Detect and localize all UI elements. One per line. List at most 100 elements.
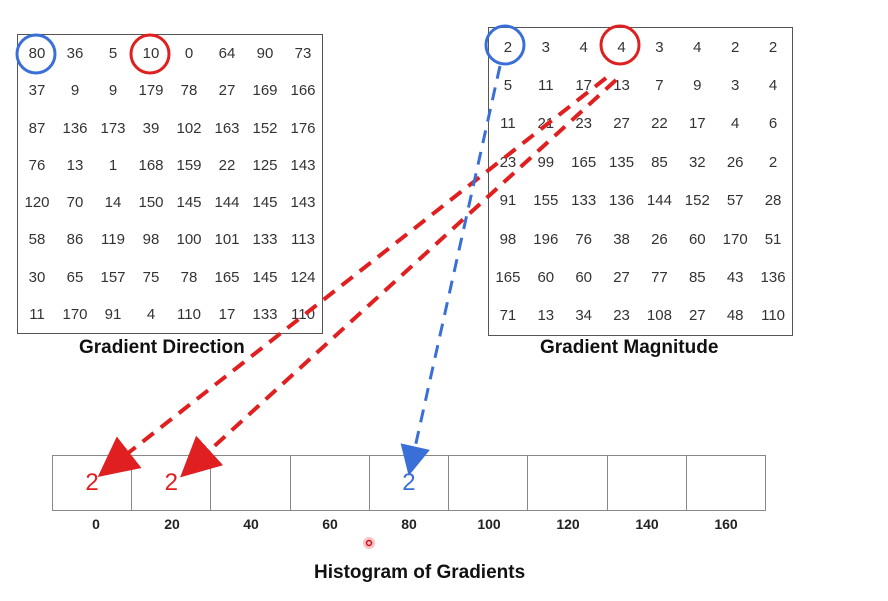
cursor-dot-core — [365, 539, 373, 547]
direction-cell: 58 — [28, 231, 46, 249]
histogram-bin — [608, 456, 687, 510]
direction-cell: 9 — [70, 82, 80, 100]
direction-cell: 86 — [66, 231, 84, 249]
direction-cell: 143 — [290, 194, 316, 212]
direction-cell: 9 — [108, 82, 118, 100]
direction-cell: 133 — [252, 231, 278, 249]
histogram-caption: Histogram of Gradients — [314, 562, 526, 583]
magnitude-cell: 4 — [617, 38, 626, 56]
direction-cell: 39 — [142, 119, 160, 137]
direction-cell: 166 — [290, 82, 316, 100]
direction-cell: 120 — [24, 194, 50, 212]
magnitude-cell: 13 — [537, 307, 555, 325]
direction-cell: 37 — [28, 82, 46, 100]
magnitude-cell: 108 — [646, 307, 672, 325]
histogram-bin: 2 — [132, 456, 212, 510]
magnitude-cell: 133 — [571, 192, 597, 210]
direction-cell: 119 — [101, 231, 125, 249]
histogram-tick-label: 140 — [635, 516, 659, 532]
direction-cell: 64 — [218, 45, 236, 63]
direction-cell: 124 — [290, 268, 316, 286]
magnitude-cell: 196 — [533, 230, 559, 248]
magnitude-cell: 4 — [731, 115, 740, 133]
direction-cell: 168 — [138, 156, 164, 174]
magnitude-cell: 28 — [764, 192, 782, 210]
direction-cell: 136 — [62, 119, 88, 137]
direction-cell: 10 — [142, 45, 160, 63]
direction-cell: 65 — [66, 268, 84, 286]
direction-cell: 125 — [252, 156, 278, 174]
histogram-tick-label: 120 — [556, 516, 580, 532]
magnitude-cell: 165 — [571, 153, 597, 171]
direction-cell: 179 — [138, 82, 164, 100]
direction-cell: 113 — [291, 231, 315, 249]
magnitude-cell: 9 — [693, 77, 702, 95]
magnitude-cell: 3 — [655, 38, 664, 56]
direction-cell: 176 — [290, 119, 316, 137]
direction-cell: 98 — [142, 231, 160, 249]
direction-cell: 169 — [252, 82, 278, 100]
direction-cell: 87 — [28, 119, 46, 137]
histogram-tick-label: 20 — [164, 516, 180, 532]
magnitude-cell: 3 — [541, 38, 550, 56]
magnitude-cell: 7 — [655, 77, 664, 95]
magnitude-cell: 2 — [731, 38, 740, 56]
blue-arrow-to-bin-80 — [400, 65, 502, 476]
magnitude-cell: 6 — [768, 115, 778, 133]
magnitude-cell: 4 — [579, 38, 588, 56]
magnitude-cell: 76 — [575, 230, 593, 248]
direction-cell: 70 — [66, 194, 84, 212]
direction-cell: 110 — [291, 305, 315, 323]
direction-cell: 143 — [290, 156, 316, 174]
magnitude-cell: 152 — [684, 192, 710, 210]
magnitude-cell: 13 — [613, 77, 630, 95]
magnitude-cell: 2 — [768, 153, 778, 171]
direction-cell: 110 — [177, 305, 201, 323]
direction-cell: 36 — [66, 45, 84, 63]
histogram-bin — [528, 456, 608, 510]
direction-cell: 13 — [66, 156, 84, 174]
histogram-bin — [449, 456, 529, 510]
magnitude-cell: 4 — [768, 77, 778, 95]
magnitude-cell: 85 — [651, 153, 668, 171]
magnitude-cell: 17 — [575, 77, 593, 95]
direction-cell: 14 — [104, 194, 122, 212]
magnitude-cell: 43 — [726, 268, 744, 286]
magnitude-cell: 11 — [500, 115, 516, 133]
magnitude-cell: 170 — [722, 230, 748, 248]
magnitude-cell: 23 — [499, 153, 517, 171]
magnitude-cell: 48 — [726, 307, 744, 325]
gradient-magnitude-caption: Gradient Magnitude — [540, 337, 719, 358]
direction-cell: 165 — [214, 268, 240, 286]
magnitude-cell: 60 — [688, 230, 706, 248]
histogram-bin: 2 — [53, 456, 133, 510]
magnitude-cell: 135 — [609, 153, 635, 171]
direction-cell: 78 — [180, 268, 198, 286]
magnitude-cell: 60 — [537, 268, 555, 286]
direction-cell: 76 — [28, 156, 46, 174]
direction-cell: 5 — [108, 45, 118, 63]
magnitude-cell: 23 — [575, 115, 593, 133]
magnitude-cell: 91 — [499, 192, 517, 210]
magnitude-cell: 110 — [761, 307, 786, 325]
gradient-magnitude-matrix: 2 3 4 4 3 4 2 2 5 11 17 13 7 9 3 4 11 21 23 27 22 17 4 6 23 99 165… — [488, 27, 793, 336]
magnitude-cell: 17 — [688, 115, 706, 133]
histogram-bin — [687, 456, 765, 510]
direction-cell: 133 — [252, 305, 278, 323]
magnitude-cell: 144 — [646, 192, 672, 210]
magnitude-cell: 136 — [609, 192, 635, 210]
direction-cell: 78 — [180, 82, 198, 100]
magnitude-cell: 85 — [688, 268, 706, 286]
magnitude-cell: 4 — [693, 38, 702, 56]
magnitude-cell: 3 — [731, 77, 740, 95]
magnitude-cell: 2 — [768, 38, 778, 56]
magnitude-cell: 27 — [613, 115, 630, 133]
direction-cell: 80 — [28, 45, 46, 63]
magnitude-cell: 99 — [537, 153, 555, 171]
magnitude-cell: 26 — [726, 153, 744, 171]
direction-cell: 101 — [214, 231, 240, 249]
direction-cell: 27 — [218, 82, 236, 100]
direction-cell: 1 — [108, 156, 118, 174]
histogram-tick-label: 160 — [714, 516, 738, 532]
direction-cell: 145 — [176, 194, 202, 212]
